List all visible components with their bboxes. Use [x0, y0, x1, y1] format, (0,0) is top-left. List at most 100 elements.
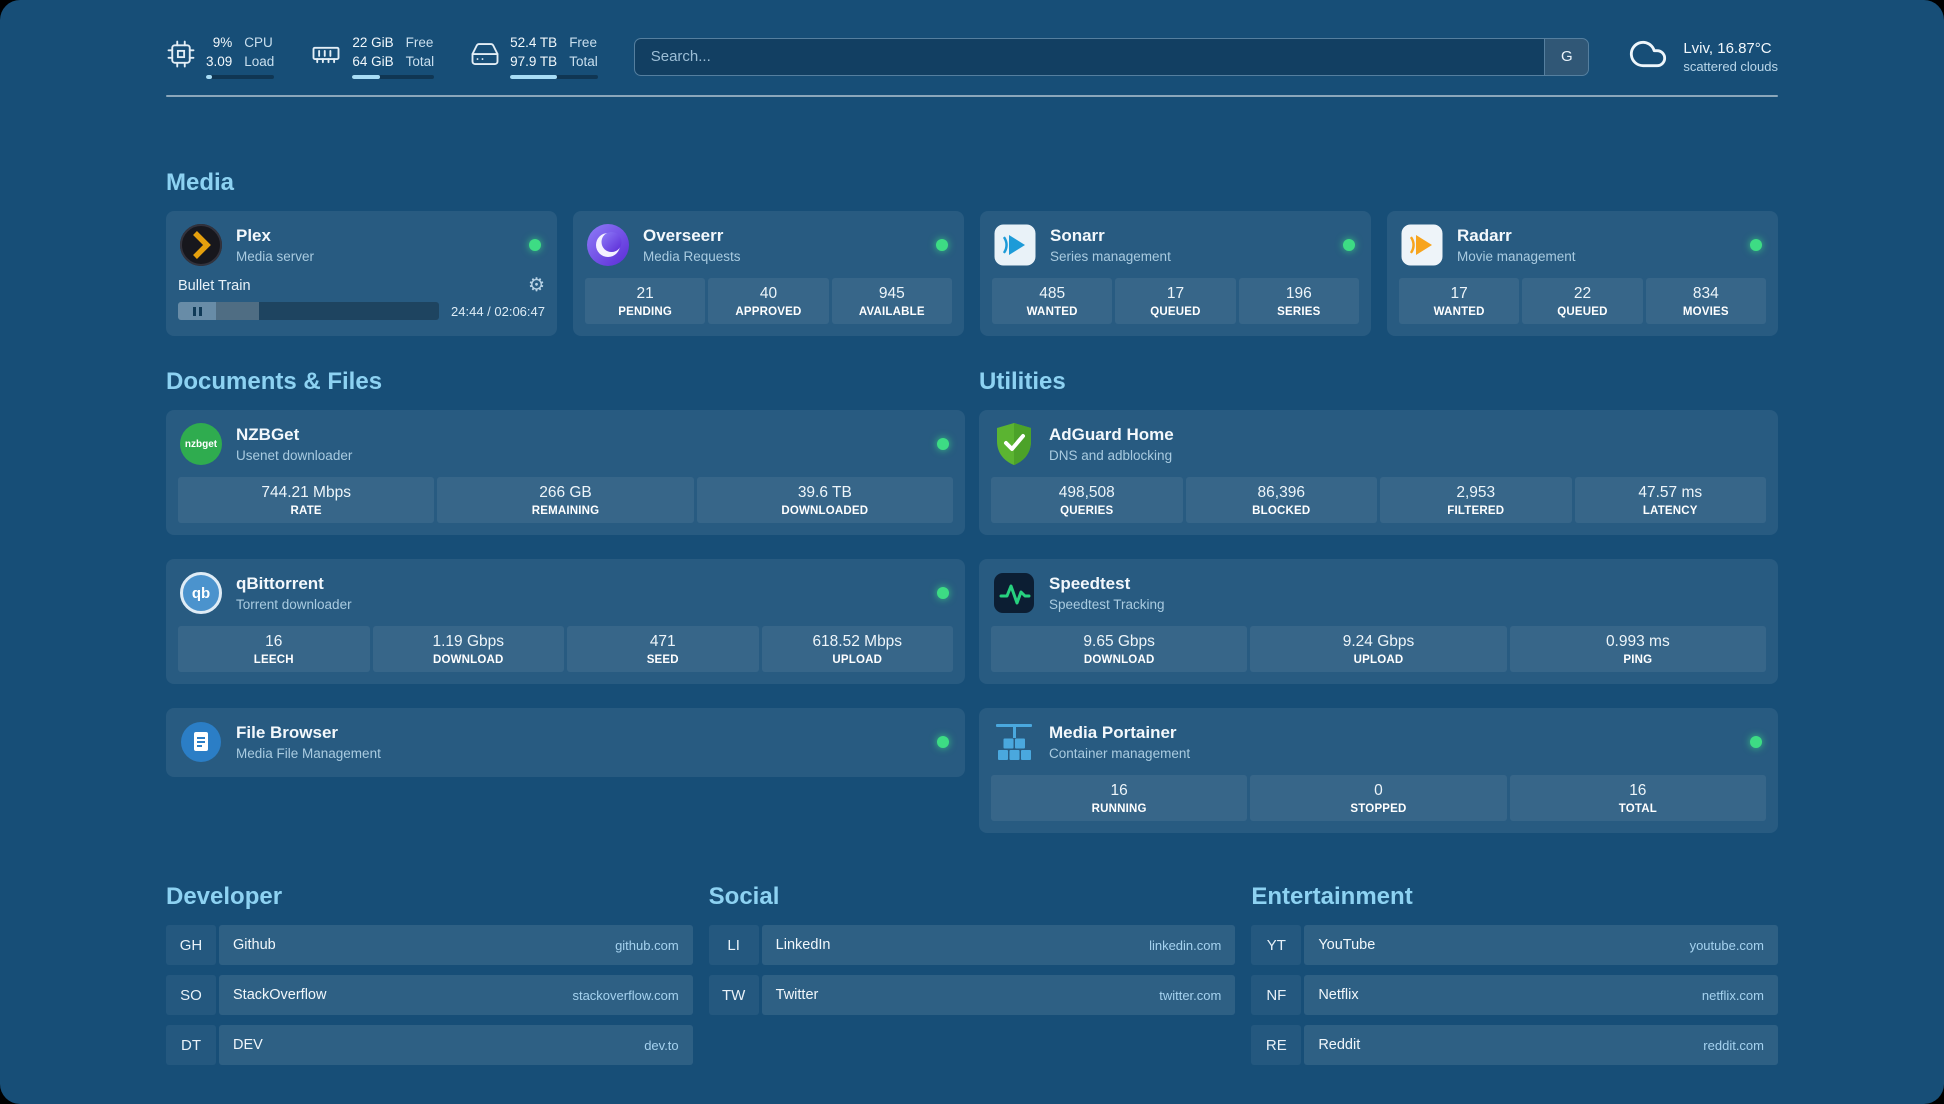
adguard-service-link[interactable]: AdGuard Home DNS and adblocking: [991, 421, 1766, 467]
overseerr-service-link[interactable]: Overseerr Media Requests: [585, 222, 952, 268]
sonarr-service-link[interactable]: Sonarr Series management: [992, 222, 1359, 268]
stat-box: 17 WANTED: [1399, 278, 1520, 324]
filebrowser-service-link[interactable]: File Browser Media File Management: [178, 719, 953, 765]
search-provider-button[interactable]: G: [1544, 38, 1589, 75]
speedtest-subtitle: Speedtest Tracking: [1049, 597, 1165, 612]
stat-value: 21: [636, 285, 654, 302]
stat-label: DOWNLOAD: [1083, 654, 1155, 666]
stat-label: BLOCKED: [1252, 505, 1311, 517]
filebrowser-status-dot: [937, 736, 949, 748]
bookmark-url: stackoverflow.com: [572, 987, 679, 1003]
portainer-card: Media Portainer Container management 16 …: [979, 708, 1778, 833]
bookmark-url: linkedin.com: [1149, 937, 1222, 953]
playback-progress-fill: [216, 302, 260, 320]
stat-value: 744.21 Mbps: [261, 484, 351, 501]
adguard-name: AdGuard Home: [1049, 425, 1174, 444]
stat-value: 0: [1374, 782, 1383, 799]
gear-icon[interactable]: ⚙: [527, 275, 545, 296]
bookmarks: Developer GH Github github.com SO StackO…: [166, 883, 1778, 1075]
portainer-service-link[interactable]: Media Portainer Container management: [991, 719, 1766, 765]
bookmark-netflix[interactable]: NF Netflix netflix.com: [1251, 975, 1778, 1015]
search-input[interactable]: [634, 38, 1545, 75]
stat-box: 16 TOTAL: [1509, 775, 1766, 821]
disk-widget: 52.4 TB 97.9 TB Free Total: [470, 34, 598, 79]
stat-box: 945 AVAILABLE: [831, 278, 952, 324]
memory-free-value: 22 GiB: [352, 35, 394, 51]
stat-value: 22: [1573, 285, 1592, 302]
stat-value: 9.65 Gbps: [1083, 633, 1155, 650]
sonarr-status-dot: [1343, 239, 1355, 251]
bookmark-name: Reddit: [1318, 1037, 1361, 1053]
qbittorrent-service-link[interactable]: qb qBittorrent Torrent downloader: [178, 570, 953, 616]
stat-box: 498,508 QUERIES: [991, 477, 1183, 523]
cpu-label-top: CPU: [244, 35, 273, 51]
stat-box: 86,396 BLOCKED: [1185, 477, 1377, 523]
nzbget-icon: nzbget: [178, 421, 224, 467]
radarr-service-link[interactable]: Radarr Movie management: [1399, 222, 1766, 268]
playback-time: 24:44 / 02:06:47: [451, 303, 545, 319]
stat-value: 618.52 Mbps: [812, 633, 903, 650]
stat-box: 16 LEECH: [178, 626, 370, 672]
stat-value: 17: [1450, 285, 1468, 302]
bookmark-dev[interactable]: DT DEV dev.to: [166, 1025, 693, 1065]
bookmark-url: dev.to: [644, 1037, 679, 1053]
playback-progress-bar[interactable]: [216, 302, 440, 320]
stat-box: 17 QUEUED: [1115, 278, 1236, 324]
stat-box: 485 WANTED: [992, 278, 1113, 324]
cpu-label-bottom: Load: [244, 53, 275, 69]
search-bar: G: [633, 37, 1590, 76]
stat-label: QUERIES: [1060, 505, 1114, 517]
section-title-social: Social: [708, 883, 780, 910]
bookmark-reddit[interactable]: RE Reddit reddit.com: [1251, 1025, 1778, 1065]
stat-label: DOWNLOADED: [781, 505, 869, 517]
disk-total-value: 97.9 TB: [510, 53, 558, 69]
stat-box: 22 QUEUED: [1522, 278, 1643, 324]
bookmark-abbr: TW: [708, 975, 759, 1015]
stat-label: RUNNING: [1091, 803, 1147, 815]
memory-label-top: Free: [405, 35, 434, 51]
plex-name: Plex: [236, 226, 271, 245]
sonarr-subtitle: Series management: [1050, 249, 1171, 264]
bookmark-name: YouTube: [1318, 937, 1376, 953]
overseerr-status-dot: [936, 239, 948, 251]
bookmark-url: github.com: [615, 937, 679, 953]
stat-box: 1.19 Gbps DOWNLOAD: [372, 626, 564, 672]
nzbget-service-link[interactable]: nzbget NZBGet Usenet downloader: [178, 421, 953, 467]
stat-value: 2,953: [1456, 484, 1496, 501]
nzbget-card: nzbget NZBGet Usenet downloader 744.21 M…: [166, 410, 965, 535]
weather-location: Lviv, 16.87°C: [1683, 39, 1772, 57]
bookmark-twitter[interactable]: TW Twitter twitter.com: [708, 975, 1236, 1015]
stat-label: QUEUED: [1557, 306, 1608, 318]
disk-icon: [470, 39, 500, 74]
plex-service-link[interactable]: Plex Media server: [178, 222, 545, 268]
disk-label-bottom: Total: [569, 53, 598, 69]
bookmark-abbr: LI: [708, 925, 759, 965]
stat-value: 485: [1039, 285, 1066, 302]
speedtest-service-link[interactable]: Speedtest Speedtest Tracking: [991, 570, 1766, 616]
disk-progress-bar: [510, 74, 598, 79]
speedtest-card: Speedtest Speedtest Tracking 9.65 Gbps D…: [979, 559, 1778, 684]
stat-box: 2,953 FILTERED: [1380, 477, 1572, 523]
weather-widget: Lviv, 16.87°C scattered clouds: [1625, 34, 1778, 79]
bookmark-youtube[interactable]: YT YouTube youtube.com: [1251, 925, 1778, 965]
adguard-card: AdGuard Home DNS and adblocking 498,508 …: [979, 410, 1778, 535]
overseerr-card: Overseerr Media Requests 21 PENDING 40 A…: [573, 211, 964, 336]
pause-button[interactable]: [178, 302, 216, 320]
bookmark-linkedin[interactable]: LI LinkedIn linkedin.com: [708, 925, 1236, 965]
stat-box: 40 APPROVED: [708, 278, 829, 324]
plex-now-playing: Bullet Train ⚙ 24:44 / 02:06:47: [178, 276, 545, 320]
stat-value: 40: [759, 285, 778, 302]
disk-free-value: 52.4 TB: [510, 35, 558, 51]
plex-icon: [178, 222, 224, 268]
now-playing-title: Bullet Train: [178, 277, 251, 294]
section-documents: Documents & Files nzbget NZBGet Usenet d…: [166, 368, 965, 777]
bookmark-stackoverflow[interactable]: SO StackOverflow stackoverflow.com: [166, 975, 693, 1015]
section-title-developer: Developer: [166, 883, 283, 910]
adguard-icon: [991, 421, 1037, 467]
memory-progress-bar: [352, 74, 435, 79]
filebrowser-icon: [178, 719, 224, 765]
filebrowser-name: File Browser: [236, 723, 339, 742]
cpu-widget: 9% 3.09 CPU Load: [166, 34, 275, 79]
bookmark-github[interactable]: GH Github github.com: [166, 925, 693, 965]
bookmark-name: Twitter: [775, 987, 819, 1003]
